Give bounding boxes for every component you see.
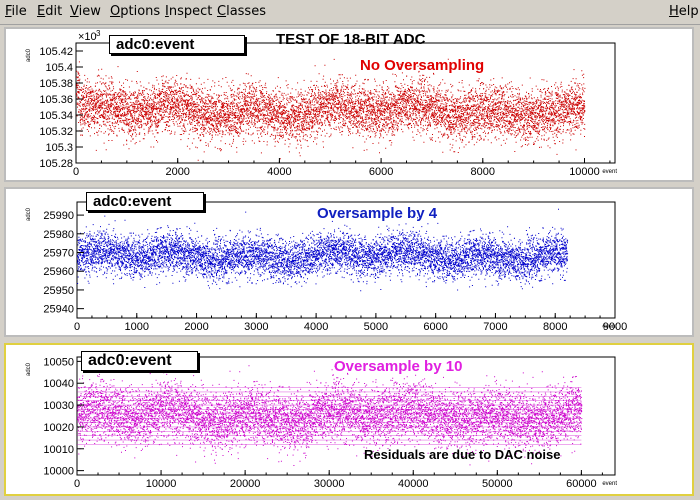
scatter-points [76, 58, 586, 161]
plot-pad-3[interactable]: 0 10000 20000 30000 40000 50000 60000 10000 1001… [4, 343, 694, 496]
y-tick-label: 10020 [43, 422, 74, 434]
x-tick-label: 20000 [230, 478, 261, 490]
y-tick-label: 10030 [43, 400, 74, 412]
y-tick-label: 10040 [43, 378, 74, 390]
x-tick-label: 3000 [244, 321, 268, 333]
x-tick-label: 30000 [314, 478, 345, 490]
y-tick-label: 105.38 [39, 78, 73, 90]
plot-frame [76, 356, 616, 476]
x-tick-label: 9000 [603, 321, 627, 333]
scatter-points [77, 208, 569, 292]
y-axis-label: adc0 [26, 362, 32, 376]
menu-bar: File Edit View Options Inspect Classes H… [0, 0, 700, 25]
x-tick-label: 1000 [125, 321, 149, 333]
x-tick-label: 6000 [369, 166, 393, 178]
x-axis-label: event [602, 481, 617, 487]
y-exponent-power: 3 [96, 29, 101, 38]
plot-pad-2[interactable]: 0 1000 2000 3000 4000 5000 6000 7000 8000 9000 259… [4, 187, 694, 337]
annotation-oversample-4: Oversample by 4 [317, 205, 438, 222]
x-tick-label: 7000 [483, 321, 507, 333]
scatter-chart-3: 0 10000 20000 30000 40000 50000 60000100001001… [26, 356, 617, 490]
y-tick-label: 25990 [43, 210, 74, 222]
x-tick-label: 8000 [471, 166, 495, 178]
x-tick-label: 8000 [543, 321, 567, 333]
y-tick-label: 10010 [43, 444, 74, 456]
x-axis-label: event [602, 324, 617, 330]
y-tick-label: 105.28 [39, 158, 73, 170]
histogram-title-box[interactable]: adc0:event [81, 351, 198, 371]
x-tick-label: 10000 [146, 478, 177, 490]
y-tick-label: 105.42 [39, 46, 73, 58]
plot-frame [75, 42, 616, 164]
y-tick-label: 105.36 [39, 94, 73, 106]
x-axis-label: event [602, 169, 617, 175]
menu-file[interactable]: File [5, 4, 27, 19]
menu-classes[interactable]: Classes [217, 4, 266, 19]
y-axis-label: adc0 [26, 48, 32, 62]
y-tick-label: 25970 [43, 248, 74, 260]
y-tick-label: 105.4 [45, 62, 73, 74]
x-tick-label: 2000 [184, 321, 208, 333]
x-tick-label: 4000 [267, 166, 291, 178]
x-tick-label: 10000 [569, 166, 600, 178]
scatter-chart-1: 0 2000 4000 6000 8000 10000 105.28 105.3 105.32 1… [26, 29, 617, 178]
y-tick-label: 10050 [43, 356, 74, 368]
histogram-title-box[interactable]: adc0:event [86, 192, 204, 211]
y-tick-label: 25950 [43, 285, 74, 297]
histogram-title-box[interactable]: adc0:event [109, 35, 245, 54]
x-tick-label: 40000 [398, 478, 429, 490]
x-tick-label: 50000 [482, 478, 513, 490]
x-tick-label: 0 [74, 478, 80, 490]
menu-edit[interactable]: Edit [37, 4, 63, 19]
annotation-no-oversampling: No Oversampling [360, 57, 485, 74]
y-tick-label: 105.32 [39, 126, 73, 138]
y-tick-label: 105.34 [39, 110, 73, 122]
y-tick-label: 10000 [43, 466, 74, 478]
y-axis-label: adc0 [26, 207, 32, 221]
x-tick-label: 0 [74, 321, 80, 333]
x-tick-label: 6000 [423, 321, 447, 333]
y-tick-label: 25980 [43, 229, 74, 241]
scatter-chart-2: 0 1000 2000 3000 4000 5000 6000 7000 8000 9000 259… [26, 201, 627, 333]
y-exponent-label: ×10 [78, 31, 97, 43]
x-tick-label: 60000 [566, 478, 597, 490]
annotation-residuals-note: Residuals are due to DAC noise [364, 447, 561, 462]
x-tick-label: 4000 [304, 321, 328, 333]
y-tick-label: 25960 [43, 266, 74, 278]
y-tick-label: 105.3 [45, 142, 73, 154]
menu-inspect[interactable]: Inspect [165, 4, 213, 19]
menu-options[interactable]: Options [110, 4, 161, 19]
x-tick-label: 2000 [165, 166, 189, 178]
menu-help[interactable]: Help [669, 4, 699, 19]
annotation-oversample-10: Oversample by 10 [334, 358, 463, 375]
menu-view[interactable]: View [70, 4, 101, 19]
canvas-title: TEST OF 18-BIT ADC [276, 31, 426, 48]
plot-pad-1[interactable]: 0 2000 4000 6000 8000 10000 105.28 105.3 105.32 1… [4, 27, 694, 182]
x-tick-label: 5000 [364, 321, 388, 333]
x-tick-label: 0 [73, 166, 79, 178]
y-tick-label: 25940 [43, 304, 74, 316]
